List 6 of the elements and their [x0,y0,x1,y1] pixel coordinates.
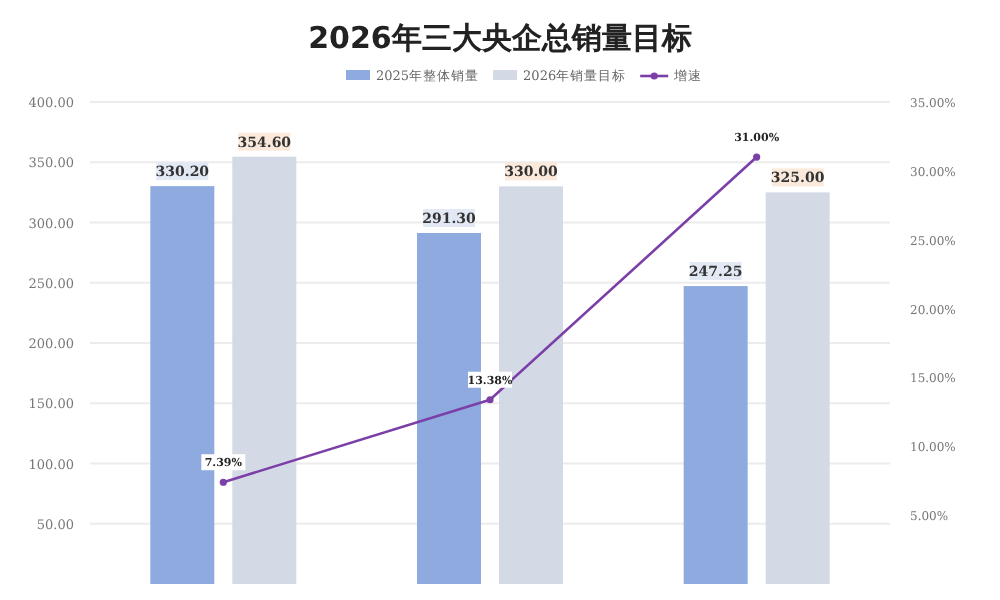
point [753,153,761,161]
point [219,478,227,486]
point [486,396,494,404]
bar [765,192,830,584]
chart-title: 2026年三大央企总销量目标 [308,20,692,56]
bar [683,286,748,584]
